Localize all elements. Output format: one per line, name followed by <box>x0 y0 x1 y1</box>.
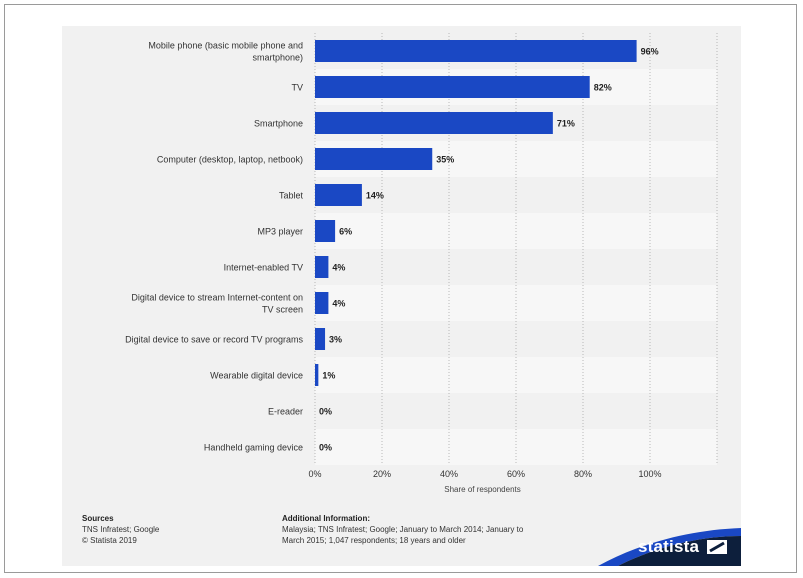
data-label: 96% <box>641 47 659 57</box>
data-label: 3% <box>329 335 342 345</box>
copyright-text: © Statista 2019 <box>82 536 137 545</box>
data-label: 6% <box>339 227 352 237</box>
brand-band-accent <box>598 528 741 566</box>
data-label: 4% <box>332 263 345 273</box>
additional-info-text-2: March 2015; 1,047 respondents; 18 years … <box>282 536 466 545</box>
additional-info-heading: Additional Information: <box>282 514 370 523</box>
category-label: Digital device to save or record TV prog… <box>125 335 303 345</box>
bar <box>315 76 590 98</box>
category-label: Smartphone <box>254 119 303 129</box>
category-label: Wearable digital device <box>210 371 303 381</box>
category-label: smartphone) <box>252 53 303 63</box>
data-label: 14% <box>366 191 384 201</box>
x-tick-label: 80% <box>574 469 592 479</box>
bar <box>315 292 329 314</box>
data-label: 71% <box>557 119 575 129</box>
bar <box>315 184 362 206</box>
additional-info-text-1: Malaysia; TNS Infratest; Google; January… <box>282 525 524 534</box>
data-label: 82% <box>594 83 612 93</box>
additional-info-block: Additional Information: Malaysia; TNS In… <box>282 513 523 546</box>
x-tick-label: 60% <box>507 469 525 479</box>
bar <box>315 256 329 278</box>
bar <box>315 328 326 350</box>
data-label: 1% <box>322 371 335 381</box>
sources-text: TNS Infratest; Google <box>82 525 160 534</box>
category-label: MP3 player <box>257 227 303 237</box>
statista-logo-text: statista <box>638 537 700 556</box>
bar <box>315 364 319 386</box>
bar-chart: 96% Mobile phone (basic mobile phone and s… <box>125 33 718 494</box>
x-tick-label: 20% <box>373 469 391 479</box>
category-label: Internet-enabled TV <box>224 263 303 273</box>
sources-block: Sources TNS Infratest; Google © Statista… <box>82 513 159 546</box>
category-label: E-reader <box>268 407 303 417</box>
chart-card: 96% Mobile phone (basic mobile phone and s… <box>62 26 741 566</box>
x-tick-label: 0% <box>308 469 321 479</box>
data-label: 35% <box>436 155 454 165</box>
bar <box>315 40 637 62</box>
statista-logo-icon <box>707 540 727 554</box>
x-axis-title: Share of respondents <box>444 485 521 494</box>
data-label: 0% <box>319 443 332 453</box>
data-label: 4% <box>332 299 345 309</box>
bar <box>315 220 336 242</box>
sources-heading: Sources <box>82 514 114 523</box>
data-label: 0% <box>319 407 332 417</box>
category-label: Mobile phone (basic mobile phone and <box>148 41 303 51</box>
category-label: TV screen <box>262 305 303 315</box>
category-label: Digital device to stream Internet-conten… <box>131 293 303 303</box>
category-label: Tablet <box>279 191 304 201</box>
x-tick-label: 100% <box>638 469 661 479</box>
bar <box>315 112 553 134</box>
category-label: Computer (desktop, laptop, netbook) <box>157 155 303 165</box>
category-label: Handheld gaming device <box>204 443 303 453</box>
category-label: TV <box>291 83 303 93</box>
x-tick-label: 40% <box>440 469 458 479</box>
bar <box>315 148 433 170</box>
